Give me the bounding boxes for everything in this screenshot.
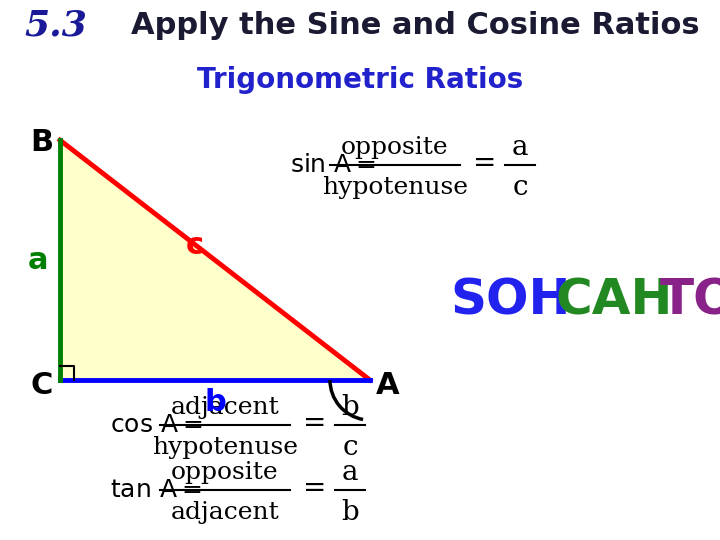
Text: adjacent: adjacent [171,396,279,418]
Text: c: c [342,434,358,461]
Text: c: c [186,231,204,260]
Text: c: c [512,174,528,201]
Text: Apply the Sine and Cosine Ratios: Apply the Sine and Cosine Ratios [132,11,700,39]
Text: hypotenuse: hypotenuse [322,176,468,199]
Text: b: b [341,394,359,421]
Text: A: A [376,370,400,400]
Text: $\mathrm{cos\ A} = $: $\mathrm{cos\ A} = $ [110,414,202,436]
Text: =: = [473,150,497,177]
Text: TOA: TOA [660,276,720,324]
Text: 5.3: 5.3 [24,8,87,42]
Text: adjacent: adjacent [171,501,279,523]
Text: a: a [28,246,48,275]
Text: opposite: opposite [341,136,449,159]
Text: SOH: SOH [450,276,570,324]
Polygon shape [60,140,370,380]
Text: b: b [341,498,359,525]
Text: =: = [303,475,327,502]
Text: Trigonometric Ratios: Trigonometric Ratios [197,66,523,94]
Text: hypotenuse: hypotenuse [152,436,298,458]
Text: C: C [31,370,53,400]
Text: opposite: opposite [171,461,279,483]
Text: =: = [303,409,327,436]
Text: $\mathrm{sin\ A} = $: $\mathrm{sin\ A} = $ [290,154,376,177]
Text: a: a [342,458,359,485]
Text: B: B [30,127,53,157]
Text: CAH: CAH [555,276,672,324]
Text: b: b [204,388,226,416]
Text: $\mathrm{tan\ A} = $: $\mathrm{tan\ A} = $ [110,478,202,502]
Text: a: a [512,134,528,161]
